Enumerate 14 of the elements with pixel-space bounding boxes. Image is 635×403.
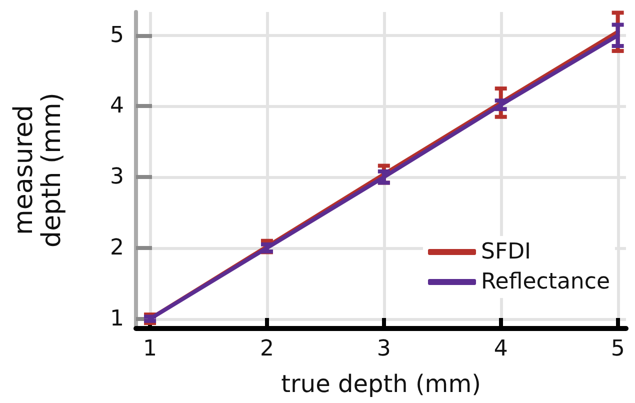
y-tick-label: 1	[110, 306, 124, 332]
legend-label: Reflectance	[480, 270, 610, 294]
x-tick-label: 5	[610, 336, 625, 362]
x-tick-label: 1	[143, 336, 158, 362]
x-tick-label: 3	[376, 336, 391, 362]
y-tick-label: 4	[110, 94, 124, 119]
x-axis-title: true depth (mm)	[281, 370, 481, 398]
y-axis-title: measured depth (mm)	[9, 92, 67, 248]
y-tick-label: 2	[110, 235, 124, 260]
y-tick-label: 5	[110, 22, 124, 48]
x-tick-label: 4	[494, 336, 508, 362]
x-tick-label: 2	[260, 336, 274, 362]
legend-label: SFDI	[480, 240, 532, 264]
y-tick-label: 3	[110, 164, 124, 190]
